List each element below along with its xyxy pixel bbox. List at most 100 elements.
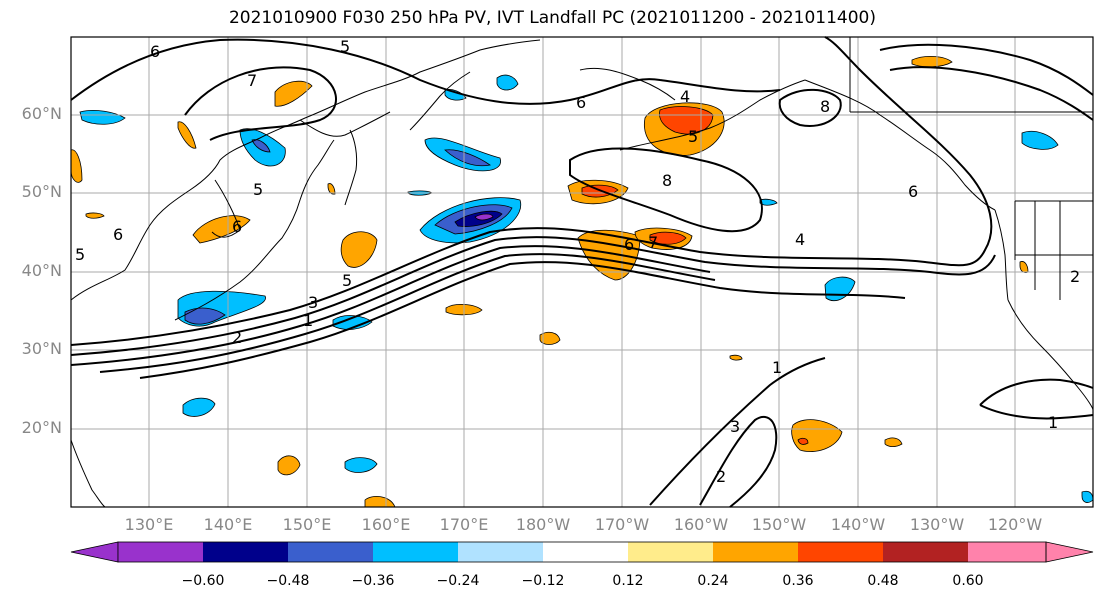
colorbar: [70, 541, 1094, 563]
colorbar-segment: [798, 542, 883, 562]
contour-jet-5: [139, 261, 906, 379]
contour-subtrop-2: [699, 415, 778, 508]
pos-patch-subtrop-4: [277, 455, 301, 476]
colorbar-frame: [117, 541, 1047, 563]
pos-patch-small-4: [85, 212, 105, 219]
contour-label: 3: [308, 293, 318, 312]
colorbar-extend-high: [1045, 541, 1094, 563]
lat-label: 60°N: [21, 104, 62, 123]
pos-patch-west-2: [70, 149, 83, 183]
colorbar-segment: [373, 542, 458, 562]
colorbar-tick-label: 0.48: [867, 573, 899, 589]
map-title: 2021010900 F030 250 hPa PV, IVT Landfall…: [228, 8, 876, 28]
contour-label: 6: [150, 42, 160, 61]
lon-label: 180°W: [515, 515, 571, 534]
neg-patch-japan-core: [184, 307, 226, 325]
contour-jet-2: [70, 236, 996, 356]
pos-patch-subtrop-3-core: [797, 437, 809, 445]
contour-subtrop-1: [649, 357, 826, 506]
lon-label: 130°E: [124, 515, 174, 534]
contour-label: 1: [772, 358, 782, 377]
coast-sakhalin: [344, 129, 358, 206]
coast-canada-bc: [994, 209, 1009, 301]
coast-us-west: [1007, 299, 1094, 411]
contour-label: 6: [113, 225, 123, 244]
contour-label-group: 6 5 7 6 4 5 8 8 6 6 7 6 4 5 3 1 2 5 6 1 …: [75, 37, 1080, 486]
coast-japan: [174, 139, 335, 321]
map-frame: [70, 36, 1094, 508]
contour-label: 7: [648, 233, 658, 252]
pos-patch-west-1: [177, 121, 197, 149]
colorbar-tick-label: −0.24: [436, 573, 480, 589]
contour-east: [979, 378, 1094, 406]
colorbar-tick-label: −0.12: [521, 573, 565, 589]
border-canada-us: [849, 37, 1093, 202]
contour-label: 3: [730, 417, 740, 436]
colorbar-tick-label: 0.60: [952, 573, 984, 589]
contour-label: 4: [680, 87, 690, 106]
colorbar-tick-label: 0.36: [782, 573, 814, 589]
contour-siberia: [184, 66, 337, 141]
neg-patch-west: [79, 110, 126, 125]
lon-label: 160°W: [673, 515, 729, 534]
coast-asia-mainland: [70, 39, 541, 301]
border-states: [1014, 201, 1093, 300]
pos-patch-korea: [192, 215, 251, 244]
colorbar-segment: [968, 542, 1046, 562]
lon-label: 160°E: [361, 515, 411, 534]
neg-patch-subtrop-2: [182, 397, 216, 417]
lat-label: 50°N: [21, 182, 62, 201]
lat-label: 20°N: [21, 418, 62, 437]
neg-patch-small-2: [496, 74, 519, 91]
lon-label: 120°W: [987, 515, 1043, 534]
contour-label: 4: [795, 230, 805, 249]
lon-label: 150°W: [751, 515, 807, 534]
contour-jet-4: [99, 253, 716, 373]
contour-jet-3: [70, 245, 711, 366]
colorbar-tick-label: 0.24: [697, 573, 729, 589]
contour-label: 6: [232, 217, 242, 236]
contour-label: 8: [820, 97, 830, 116]
colorbar-tick-label: −0.60: [181, 573, 225, 589]
colorbar-tick-label: −0.48: [266, 573, 310, 589]
coast-ph: [70, 439, 106, 508]
contour-ne: [879, 43, 1094, 96]
pos-patch-small-3: [327, 183, 336, 195]
pos-patch-subtrop-2: [539, 331, 561, 345]
coast-kamchatka: [409, 71, 471, 131]
colorbar-extend-low: [70, 541, 119, 563]
colorbar-segment: [458, 542, 543, 562]
contour-label: 5: [253, 180, 263, 199]
lon-label: 170°W: [594, 515, 650, 534]
colorbar-segment: [628, 542, 713, 562]
lat-label: 40°N: [21, 261, 62, 280]
colorbar-tick-label: 0.12: [612, 573, 644, 589]
contour-label: 2: [716, 467, 726, 486]
colorbar-segment: [883, 542, 968, 562]
neg-patch-nw-canada: [1021, 130, 1059, 150]
lon-label: 150°E: [282, 515, 332, 534]
contour-lines: [70, 36, 1094, 508]
contour-label: 6: [908, 182, 918, 201]
contour-label: 5: [340, 37, 350, 56]
colorbar-segment: [203, 542, 288, 562]
coast-alaska-s: [804, 79, 996, 211]
pos-patch-jet-exit-core: [649, 231, 687, 245]
contour-label: 1: [1048, 413, 1058, 432]
lat-label: 30°N: [21, 339, 62, 358]
contour-aleutian-low: [569, 147, 763, 233]
contour-label: 6: [576, 93, 586, 112]
contour-east-2: [979, 404, 1094, 420]
contour-alaska: [778, 88, 842, 127]
neg-patch-small-1: [444, 89, 467, 101]
coast-korea: [211, 179, 241, 238]
neg-patch-kamchatka-core: [444, 149, 491, 167]
pos-patch-subtrop-6: [884, 437, 903, 448]
contour-north: [70, 38, 781, 105]
colorbar-segment: [118, 542, 203, 562]
lon-label: 140°E: [203, 515, 253, 534]
pos-patch-small-1: [729, 354, 743, 361]
contour-label: 7: [247, 71, 257, 90]
contour-jet-1: [70, 36, 993, 346]
